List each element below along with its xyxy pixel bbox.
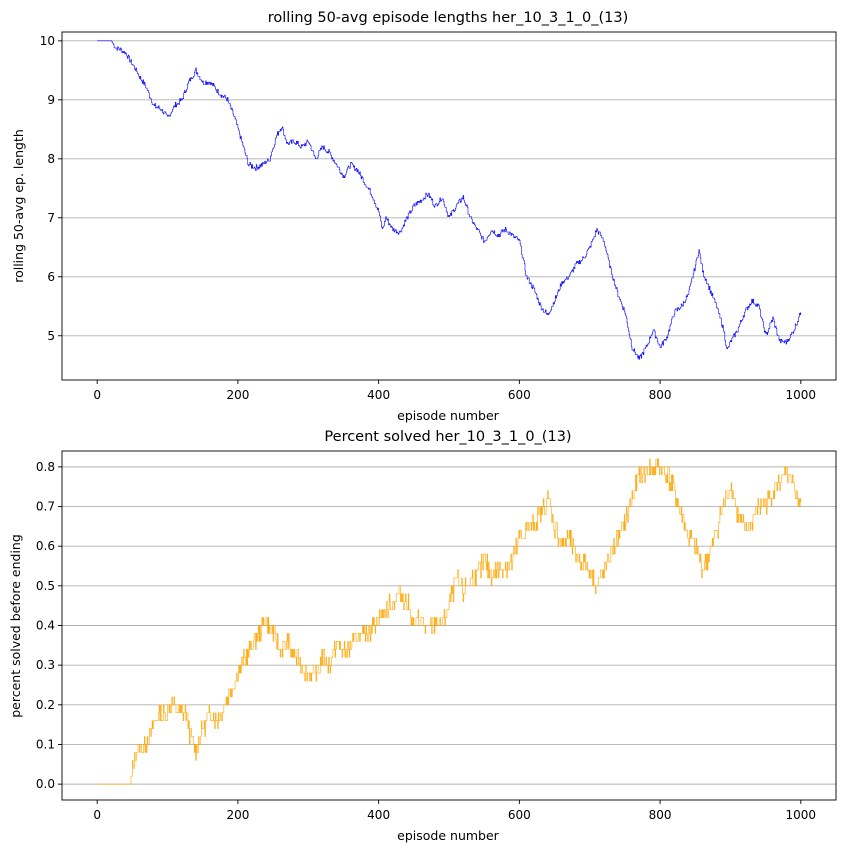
chart-1-y-tick-label-4: 9 bbox=[47, 93, 55, 107]
chart-1-x-tick-label-5: 1000 bbox=[786, 388, 817, 402]
chart-2-series bbox=[97, 458, 802, 785]
chart-percent-solved: Percent solved her_10_3_1_0_(13) 0.00.10… bbox=[8, 429, 837, 843]
chart-2-y-tick-label-0: 0.0 bbox=[36, 777, 55, 791]
chart-2-y-tick-label-7: 0.7 bbox=[36, 500, 55, 514]
chart-2-y-axis-label: percent solved before ending bbox=[8, 534, 23, 718]
chart-episode-lengths: rolling 50-avg episode lengths her_10_3_… bbox=[11, 10, 837, 423]
chart-1-x-tick-label-3: 600 bbox=[508, 388, 531, 402]
chart-1-series-line-0 bbox=[97, 40, 802, 360]
chart-1-y-axis-label: rolling 50-avg ep. length bbox=[11, 129, 26, 283]
chart-2-title: Percent solved her_10_3_1_0_(13) bbox=[324, 429, 571, 445]
chart-1-x-tick-label-2: 400 bbox=[367, 388, 390, 402]
chart-1-plot-frame bbox=[61, 31, 837, 381]
chart-2-x-tick-label-2: 400 bbox=[367, 808, 390, 822]
chart-1-y-tick-label-3: 8 bbox=[47, 152, 55, 166]
chart-2-ticks: 0.0 0.1 0.2 0.3 0.4 0.5 0.6 0.7 0.8 0 200 400 600 800… bbox=[36, 460, 816, 822]
chart-1-y-tick-label-0: 5 bbox=[47, 329, 55, 343]
chart-2-x-tick-label-5: 1000 bbox=[786, 808, 817, 822]
chart-1-y-tick-label-5: 10 bbox=[40, 34, 55, 48]
chart-2-y-tick-label-3: 0.3 bbox=[36, 658, 55, 672]
chart-1-series bbox=[97, 40, 802, 360]
chart-2-gridlines bbox=[62, 466, 836, 785]
chart-1-ticks: 5 6 7 8 9 10 0 200 400 600 800 1000 bbox=[40, 34, 816, 402]
chart-2-x-tick-label-0: 0 bbox=[93, 808, 101, 822]
chart-2-y-tick-label-8: 0.8 bbox=[36, 460, 55, 474]
chart-2-x-axis-label: episode number bbox=[397, 828, 500, 843]
chart-2-y-tick-label-2: 0.2 bbox=[36, 698, 55, 712]
chart-2-series-line-0 bbox=[97, 458, 802, 785]
chart-1-y-tick-label-2: 7 bbox=[47, 211, 55, 225]
chart-1-gridlines bbox=[62, 40, 836, 337]
chart-2-y-tick-label-4: 0.4 bbox=[36, 619, 55, 633]
chart-2-y-tick-label-5: 0.5 bbox=[36, 579, 55, 593]
chart-1-y-tick-label-1: 6 bbox=[47, 270, 55, 284]
chart-1-x-tick-label-1: 200 bbox=[226, 388, 249, 402]
chart-2-y-tick-label-6: 0.6 bbox=[36, 539, 55, 553]
chart-1-title: rolling 50-avg episode lengths her_10_3_… bbox=[268, 10, 628, 26]
chart-2-y-tick-label-1: 0.1 bbox=[36, 737, 55, 751]
chart-2-x-tick-label-3: 600 bbox=[508, 808, 531, 822]
chart-1-x-tick-label-0: 0 bbox=[93, 388, 101, 402]
chart-1-x-axis-label: episode number bbox=[397, 408, 500, 423]
chart-2-x-tick-label-1: 200 bbox=[226, 808, 249, 822]
chart-1-x-tick-label-4: 800 bbox=[649, 388, 672, 402]
chart-2-x-tick-label-4: 800 bbox=[649, 808, 672, 822]
